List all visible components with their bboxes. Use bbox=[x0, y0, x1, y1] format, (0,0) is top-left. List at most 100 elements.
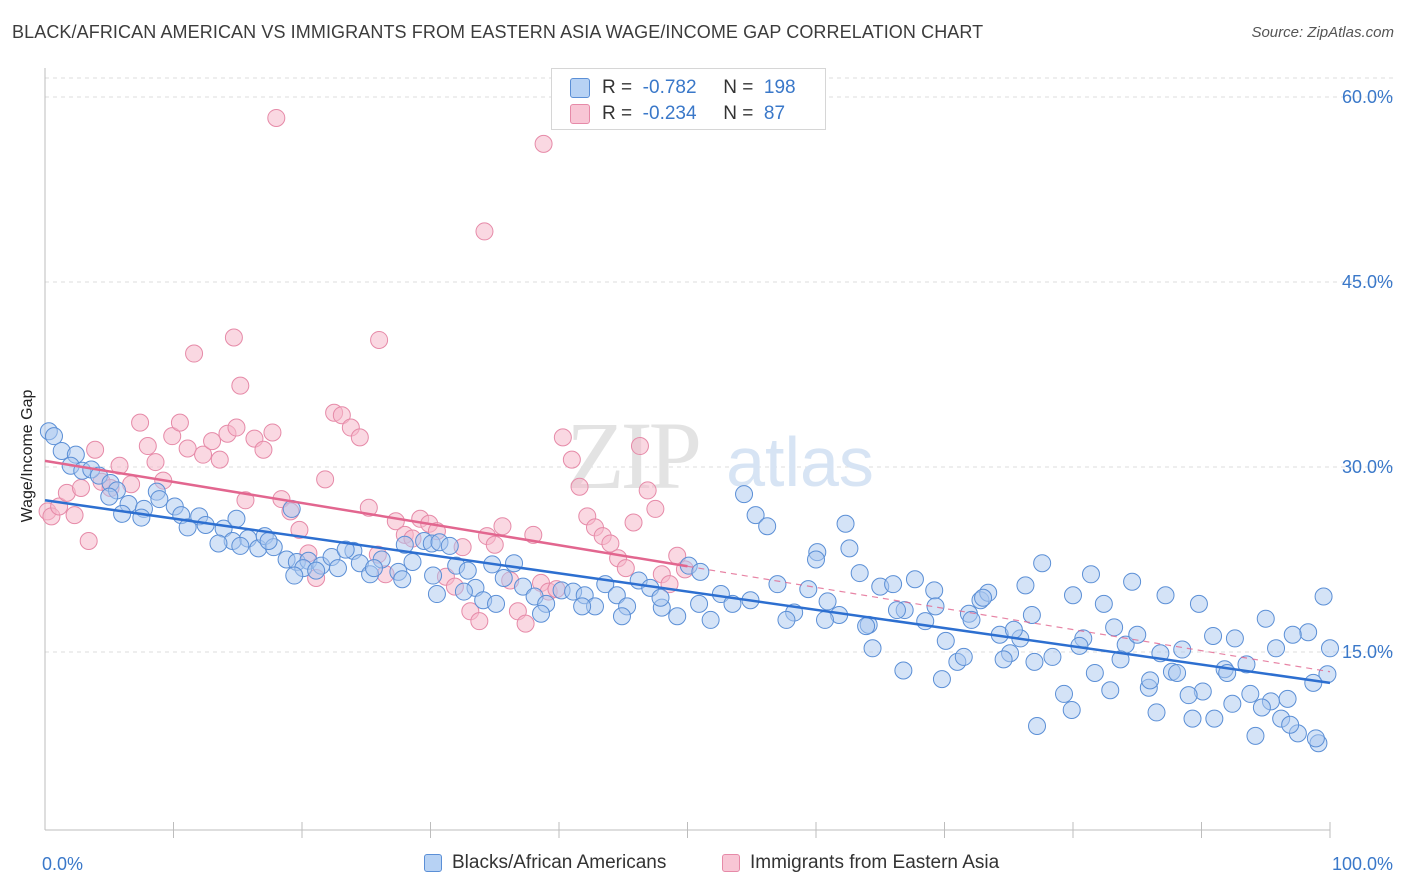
data-point-blacks bbox=[427, 585, 446, 604]
data-point-blacks bbox=[150, 490, 169, 509]
data-point-immigrants bbox=[601, 534, 620, 553]
data-point-immigrants bbox=[146, 453, 165, 472]
trend-line-blacks bbox=[44, 499, 1331, 685]
data-point-blacks bbox=[857, 617, 876, 636]
data-point-blacks bbox=[393, 570, 412, 589]
data-point-blacks bbox=[1043, 647, 1062, 666]
watermark-atlas: atlas bbox=[726, 423, 874, 501]
watermark-zip: ZIP bbox=[566, 402, 699, 509]
data-point-blacks bbox=[1304, 673, 1323, 692]
data-point-blacks bbox=[178, 518, 197, 537]
data-point-blacks bbox=[1022, 606, 1041, 624]
data-point-blacks bbox=[1062, 700, 1081, 719]
chart-title: BLACK/AFRICAN AMERICAN VS IMMIGRANTS FRO… bbox=[12, 22, 984, 42]
data-point-immigrants bbox=[359, 498, 378, 517]
legend-label-immigrants: Immigrants from Eastern Asia bbox=[750, 852, 1000, 873]
data-point-blacks bbox=[799, 580, 818, 599]
data-point-blacks bbox=[1064, 586, 1082, 605]
legend-row-immigrants: R = -0.234 N = 87 bbox=[570, 103, 790, 125]
data-point-immigrants bbox=[350, 428, 369, 447]
legend-swatch-pink bbox=[722, 854, 740, 872]
data-point-blacks bbox=[505, 554, 524, 573]
data-point-blacks bbox=[1223, 694, 1242, 713]
y-tick-labels: 15.0% 30.0% 45.0% 60.0% bbox=[1342, 87, 1393, 662]
data-point-blacks bbox=[403, 552, 422, 571]
legend-r-value: -0.782 bbox=[642, 77, 697, 98]
x-tick-labels: 0.0% 100.0% bbox=[42, 854, 1393, 874]
data-point-blacks bbox=[573, 597, 592, 616]
data-point-blacks bbox=[1306, 729, 1325, 748]
data-point-blacks bbox=[209, 534, 228, 553]
data-point-blacks bbox=[1278, 689, 1297, 708]
data-point-immigrants bbox=[231, 376, 250, 395]
data-point-blacks bbox=[815, 610, 834, 629]
legend-label-blacks: Blacks/African Americans bbox=[452, 852, 667, 873]
data-point-immigrants bbox=[267, 108, 286, 127]
data-point-immigrants bbox=[224, 328, 243, 347]
data-point-blacks bbox=[1123, 572, 1142, 591]
data-point-blacks bbox=[328, 559, 347, 578]
data-point-blacks bbox=[1141, 671, 1160, 690]
data-point-immigrants bbox=[65, 506, 84, 525]
data-point-immigrants bbox=[194, 445, 213, 464]
data-point-immigrants bbox=[86, 440, 105, 459]
legend-swatch-blue bbox=[570, 78, 590, 98]
data-point-blacks bbox=[259, 532, 278, 550]
data-point-blacks bbox=[1081, 565, 1100, 584]
data-point-blacks bbox=[690, 594, 709, 613]
data-point-immigrants bbox=[475, 222, 494, 241]
legend-r-label: R = bbox=[602, 103, 633, 124]
y-tick-label: 60.0% bbox=[1342, 87, 1393, 107]
data-point-blacks bbox=[336, 540, 355, 559]
data-point-immigrants bbox=[616, 559, 635, 578]
data-point-blacks bbox=[701, 610, 720, 629]
data-point-blacks bbox=[1028, 717, 1047, 735]
data-point-immigrants bbox=[646, 499, 665, 518]
data-point-immigrants bbox=[630, 437, 649, 456]
correlation-legend: R = -0.782 N = 198 R = -0.234 N = 87 bbox=[551, 68, 826, 130]
data-point-immigrants bbox=[493, 517, 512, 536]
source-credit: Source: ZipAtlas.com bbox=[1251, 24, 1394, 41]
data-point-blacks bbox=[1025, 652, 1044, 671]
data-point-blacks bbox=[487, 594, 506, 613]
data-point-immigrants bbox=[485, 535, 504, 554]
legend-r-value: -0.234 bbox=[642, 103, 697, 124]
data-point-blacks bbox=[807, 550, 825, 569]
data-point-blacks bbox=[1205, 709, 1224, 728]
data-point-immigrants bbox=[227, 418, 246, 437]
data-point-blacks bbox=[1033, 554, 1052, 573]
data-point-blacks bbox=[887, 601, 906, 620]
data-point-blacks bbox=[932, 670, 951, 689]
data-point-blacks bbox=[962, 610, 981, 629]
data-point-blacks bbox=[514, 577, 533, 596]
data-point-blacks bbox=[925, 581, 944, 600]
data-point-blacks bbox=[818, 592, 837, 611]
data-point-immigrants bbox=[516, 614, 535, 633]
data-point-blacks bbox=[113, 504, 132, 523]
legend-n-label: N = bbox=[723, 103, 754, 124]
series-legend: Blacks/African Americans Immigrants from… bbox=[0, 848, 1406, 880]
y-tick-label: 15.0% bbox=[1342, 642, 1393, 662]
data-point-blacks bbox=[863, 639, 882, 658]
data-point-blacks bbox=[458, 561, 477, 580]
legend-r-label: R = bbox=[602, 77, 633, 98]
data-point-blacks bbox=[840, 539, 859, 558]
data-point-immigrants bbox=[470, 612, 489, 631]
data-point-immigrants bbox=[624, 513, 643, 532]
legend-swatch-pink bbox=[570, 104, 590, 124]
data-point-blacks bbox=[1314, 587, 1333, 606]
trend-lines bbox=[44, 459, 1331, 685]
data-point-blacks bbox=[1283, 625, 1302, 644]
legend-n-value: 87 bbox=[763, 103, 786, 124]
data-point-blacks bbox=[668, 607, 687, 626]
data-point-blacks bbox=[926, 597, 945, 616]
trend-line-immigrants bbox=[44, 459, 688, 568]
data-point-immigrants bbox=[332, 406, 351, 425]
data-point-immigrants bbox=[178, 439, 197, 458]
data-point-immigrants bbox=[210, 450, 229, 469]
data-point-blacks bbox=[1085, 663, 1104, 682]
data-point-immigrants bbox=[203, 432, 222, 451]
data-point-blacks bbox=[954, 647, 973, 666]
data-point-blacks bbox=[1055, 684, 1074, 703]
